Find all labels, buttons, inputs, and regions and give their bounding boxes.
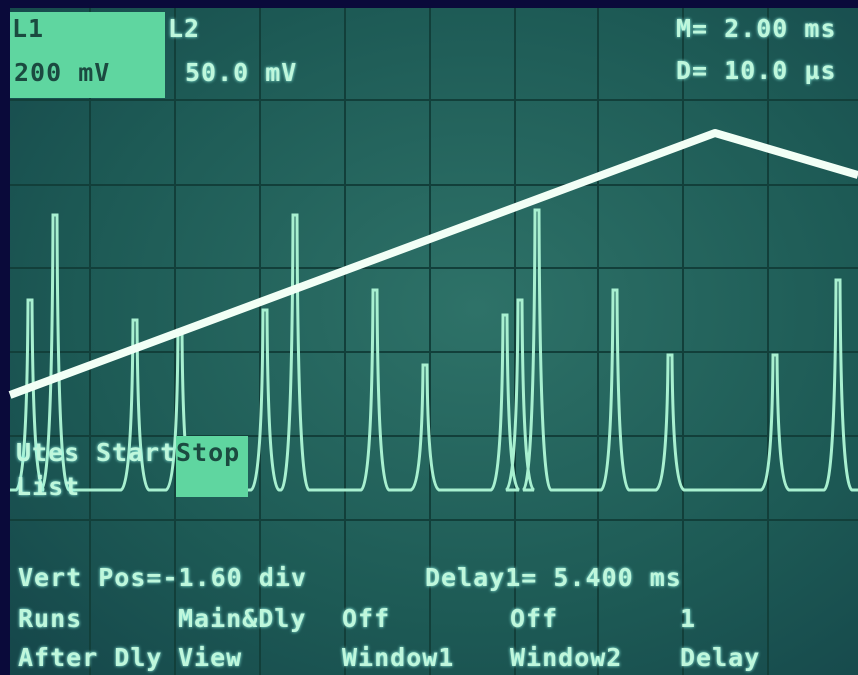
softkey[interactable]: Off [342, 604, 390, 633]
softkey[interactable]: Runs [18, 604, 82, 633]
main-timebase: M= 2.00 ms [676, 14, 837, 43]
delay-timebase: D= 10.0 µs [676, 56, 837, 85]
softkey[interactable]: After Dly [18, 643, 162, 672]
oscilloscope: L1 200 mV L2 50.0 mV M= 2.00 ms D= 10.0 … [0, 0, 858, 675]
softkey[interactable]: Window2 [510, 643, 622, 672]
softkey[interactable]: Window1 [342, 643, 454, 672]
menu-item[interactable]: Stop [176, 436, 248, 497]
menu-item[interactable]: Start [96, 438, 176, 467]
ch2-label: L2 [168, 14, 200, 43]
delay: Delay1= 5.400 ms [425, 563, 682, 592]
softkey[interactable]: Main&Dly [178, 604, 306, 633]
softkey[interactable]: Delay [680, 643, 760, 672]
softkey[interactable]: 1 [680, 604, 696, 633]
ch1-label: L1 [12, 14, 44, 43]
menu-item[interactable]: Utes [16, 438, 80, 467]
menu-item[interactable]: List [16, 472, 80, 501]
softkey[interactable]: Off [510, 604, 558, 633]
ch1-scale: 200 mV [14, 58, 110, 87]
softkey[interactable]: View [178, 643, 242, 672]
ch2-scale: 50.0 mV [185, 58, 297, 87]
vert-pos: Vert Pos=-1.60 div [18, 563, 307, 592]
